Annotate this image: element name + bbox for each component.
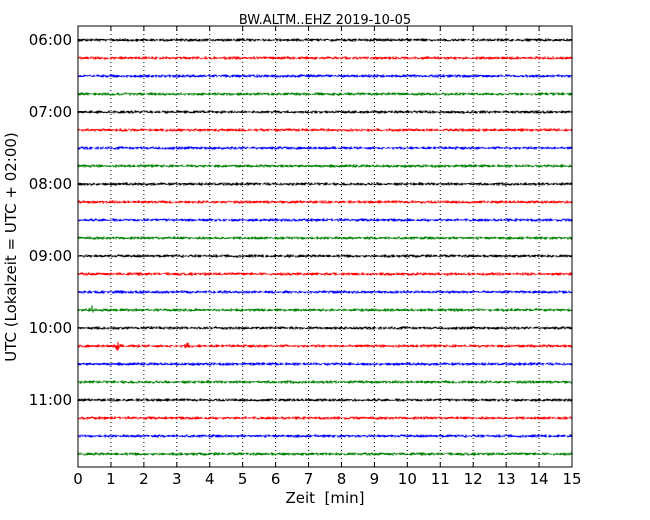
x-tick-label: 10: [398, 470, 417, 488]
trace-0700: [77, 110, 573, 114]
y-axis-label: UTC (Lokalzeit = UTC + 02:00): [2, 132, 20, 362]
x-tick-label: 4: [205, 470, 215, 488]
trace-1000: [77, 326, 573, 330]
trace-1015: [77, 342, 573, 351]
y-axis-ticks: 06:00 07:00 08:00 09:00 10:00 11:00: [29, 31, 572, 409]
seismic-traces: [77, 38, 573, 456]
y-tick-label: 09:00: [29, 247, 72, 265]
x-tick-label: 7: [304, 470, 314, 488]
trace-0630: [77, 74, 573, 78]
y-tick-label: 07:00: [29, 103, 72, 121]
x-tick-label: 6: [271, 470, 281, 488]
chart-title: BW.ALTM..EHZ 2019-10-05: [239, 13, 411, 28]
x-tick-label: 9: [370, 470, 380, 488]
y-tick-label: 11:00: [29, 391, 72, 409]
plot-frame: [77, 25, 573, 468]
trace-1145: [77, 452, 573, 456]
x-tick-label: 1: [106, 470, 116, 488]
trace-1115: [77, 416, 573, 420]
trace-0945: [77, 305, 573, 313]
trace-0745: [77, 164, 573, 168]
x-tick-label: 5: [238, 470, 248, 488]
trace-1045: [77, 380, 573, 384]
x-tick-label: 3: [172, 470, 182, 488]
trace-0900: [77, 254, 573, 258]
trace-0845: [77, 236, 573, 240]
y-tick-label: 08:00: [29, 175, 72, 193]
x-axis-ticks: 0 1 2 3 4 5 6 7 8 9 10 11 12 13 14 15: [73, 26, 582, 488]
trace-0830: [77, 218, 573, 222]
x-tick-label: 8: [337, 470, 347, 488]
trace-0615: [77, 56, 573, 60]
x-tick-label: 15: [562, 470, 581, 488]
trace-1100: [77, 398, 573, 402]
y-tick-label: 10:00: [29, 319, 72, 337]
trace-1030: [77, 362, 573, 366]
x-axis-label: Zeit [min]: [285, 489, 364, 507]
x-tick-label: 2: [139, 470, 149, 488]
x-tick-label: 12: [464, 470, 483, 488]
trace-0730: [77, 146, 573, 150]
trace-0800: [77, 182, 573, 186]
x-grid: [110, 26, 540, 467]
x-tick-label: 13: [497, 470, 516, 488]
x-tick-label: 0: [73, 470, 83, 488]
trace-1130: [77, 434, 573, 438]
x-tick-label: 11: [431, 470, 450, 488]
y-tick-label: 06:00: [29, 31, 72, 49]
trace-0645: [77, 92, 573, 96]
trace-0915: [77, 272, 573, 276]
trace-0930: [77, 290, 573, 294]
trace-0815: [77, 200, 573, 204]
trace-0715: [77, 128, 573, 132]
x-tick-label: 14: [530, 470, 549, 488]
trace-0600: [77, 38, 573, 42]
